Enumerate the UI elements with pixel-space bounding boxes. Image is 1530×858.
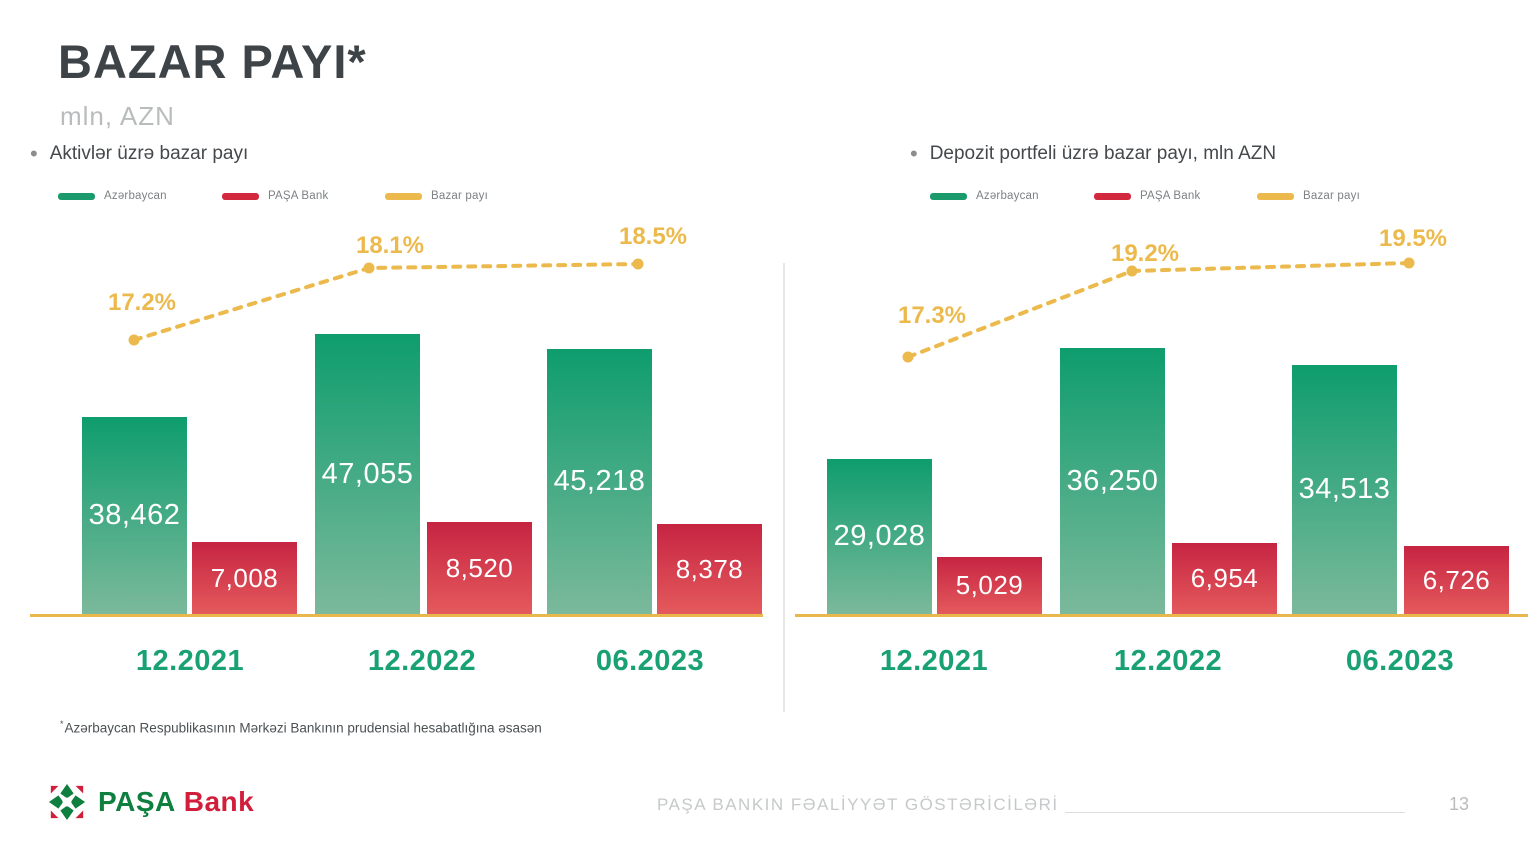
market-share-label: 17.2%	[107, 289, 177, 316]
bar-azerbaycan: 38,462	[82, 417, 187, 614]
legend-item-right-2: Bazar payı	[1257, 190, 1360, 202]
legend-item-left-0: Azərbaycan	[58, 190, 167, 202]
legend-label: PAŞA Bank	[1140, 190, 1201, 202]
legend-swatch-gold	[385, 192, 422, 200]
category-label: 12.2022	[367, 645, 477, 677]
bar-pasha-bank: 6,726	[1404, 546, 1509, 614]
bar-value-label: 8,378	[675, 553, 744, 584]
bar-azerbaycan: 34,513	[1292, 365, 1397, 614]
bar-azerbaycan: 45,218	[547, 349, 652, 614]
bar-value-label: 6,954	[1190, 563, 1259, 593]
category-label: 12.2022	[1113, 645, 1223, 677]
legend-label: Bazar payı	[1303, 190, 1360, 202]
page-subtitle: mln, AZN	[60, 101, 175, 131]
bar-value-label: 38,462	[88, 499, 181, 531]
bar-pasha-bank: 8,520	[427, 522, 532, 614]
charts-divider	[783, 263, 785, 712]
market-share-label: 18.1%	[355, 232, 425, 259]
legend-item-right-1: PAŞA Bank	[1094, 190, 1200, 202]
category-label: 06.2023	[595, 645, 705, 677]
market-share-line	[902, 257, 1415, 363]
legend-swatch-green	[930, 192, 967, 200]
logo-word-pasha: PAŞA	[98, 786, 176, 817]
bar-value-label: 5,029	[955, 570, 1024, 600]
market-share-label: 19.2%	[1110, 240, 1180, 267]
chart-title-right: • Depozit portfeli üzrə bazar payı, mln A…	[910, 143, 1276, 165]
legend-label: PAŞA Bank	[268, 190, 329, 202]
category-label: 06.2023	[1345, 645, 1455, 677]
bar-pasha-bank: 5,029	[937, 557, 1042, 614]
page-title: BAZAR PAYI*	[58, 35, 367, 88]
legend-label: Bazar payı	[431, 190, 488, 202]
bar-pasha-bank: 7,008	[192, 542, 297, 614]
bar-value-label: 47,055	[321, 457, 414, 490]
market-share-point	[1126, 265, 1138, 277]
axis-baseline	[795, 614, 1528, 617]
footer-rule	[1065, 812, 1405, 813]
legend-item-left-2: Bazar payı	[385, 190, 488, 202]
category-label: 12.2021	[135, 645, 245, 677]
market-share-point	[1403, 257, 1415, 269]
legend-item-right-0: Azərbaycan	[930, 190, 1039, 202]
bar-pasha-bank: 8,378	[657, 524, 762, 614]
bar-azerbaycan: 36,250	[1060, 348, 1165, 614]
market-share-point	[902, 351, 914, 363]
bar-value-label: 6,726	[1422, 564, 1491, 595]
chart-title-text: Aktivlər üzrə bazar payı	[49, 143, 249, 164]
market-share-label: 18.5%	[618, 223, 688, 250]
pasha-bank-logo: PAŞA Bank	[48, 783, 254, 821]
bar-value-label: 34,513	[1298, 473, 1391, 505]
chart-panel-left: 38,462 47,055 45,218 7,008 8,520 8,378 17.2% 18…	[30, 223, 763, 677]
legend-swatch-red	[222, 192, 259, 200]
bullet-icon: •	[910, 141, 918, 166]
axis-baseline	[30, 614, 763, 617]
bar-value-label: 36,250	[1066, 464, 1159, 497]
pasha-bank-logo-icon	[48, 783, 86, 821]
chart-panel-right: 29,028 36,250 34,513 5,029 6,954 6,726 17.3% 19…	[795, 225, 1528, 677]
bar-value-label: 29,028	[833, 520, 926, 552]
market-share-label: 17.3%	[897, 302, 967, 329]
chart-title-text: Depozit portfeli üzrə bazar payı, mln AZ…	[929, 143, 1277, 164]
bar-value-label: 7,008	[210, 562, 279, 593]
legend-item-left-1: PAŞA Bank	[222, 190, 328, 202]
market-share-point	[363, 262, 375, 274]
page-number: 13	[1449, 794, 1470, 814]
legend-swatch-gold	[1257, 192, 1294, 200]
bar-azerbaycan: 29,028	[827, 459, 932, 614]
category-label: 12.2021	[879, 645, 989, 677]
chart-title-left: • Aktivlər üzrə bazar payı	[30, 143, 248, 165]
bar-pasha-bank: 6,954	[1172, 543, 1277, 614]
legend-label: Azərbaycan	[976, 190, 1039, 202]
logo-word-bank: Bank	[183, 786, 255, 817]
bullet-icon: •	[30, 141, 38, 166]
market-share-point	[128, 334, 140, 346]
bar-value-label: 45,218	[553, 465, 646, 497]
bar-value-label: 8,520	[445, 552, 514, 583]
market-share-line	[128, 258, 644, 346]
legend-swatch-green	[58, 192, 95, 200]
market-share-point	[632, 258, 644, 270]
footer-title: PAŞA BANKIN FƏALİYYƏT GÖSTƏRİCİLƏRİ	[657, 795, 1059, 814]
footnote: *Azərbaycan Respublikasının Mərkəzi Bank…	[60, 719, 542, 736]
footnote-text: Azərbaycan Respublikasının Mərkəzi Bankı…	[64, 720, 542, 736]
bar-azerbaycan: 47,055	[315, 334, 420, 614]
market-share-label: 19.5%	[1378, 225, 1448, 252]
footnote-marker: *	[60, 719, 64, 729]
legend-label: Azərbaycan	[104, 190, 167, 202]
legend-swatch-red	[1094, 192, 1131, 200]
